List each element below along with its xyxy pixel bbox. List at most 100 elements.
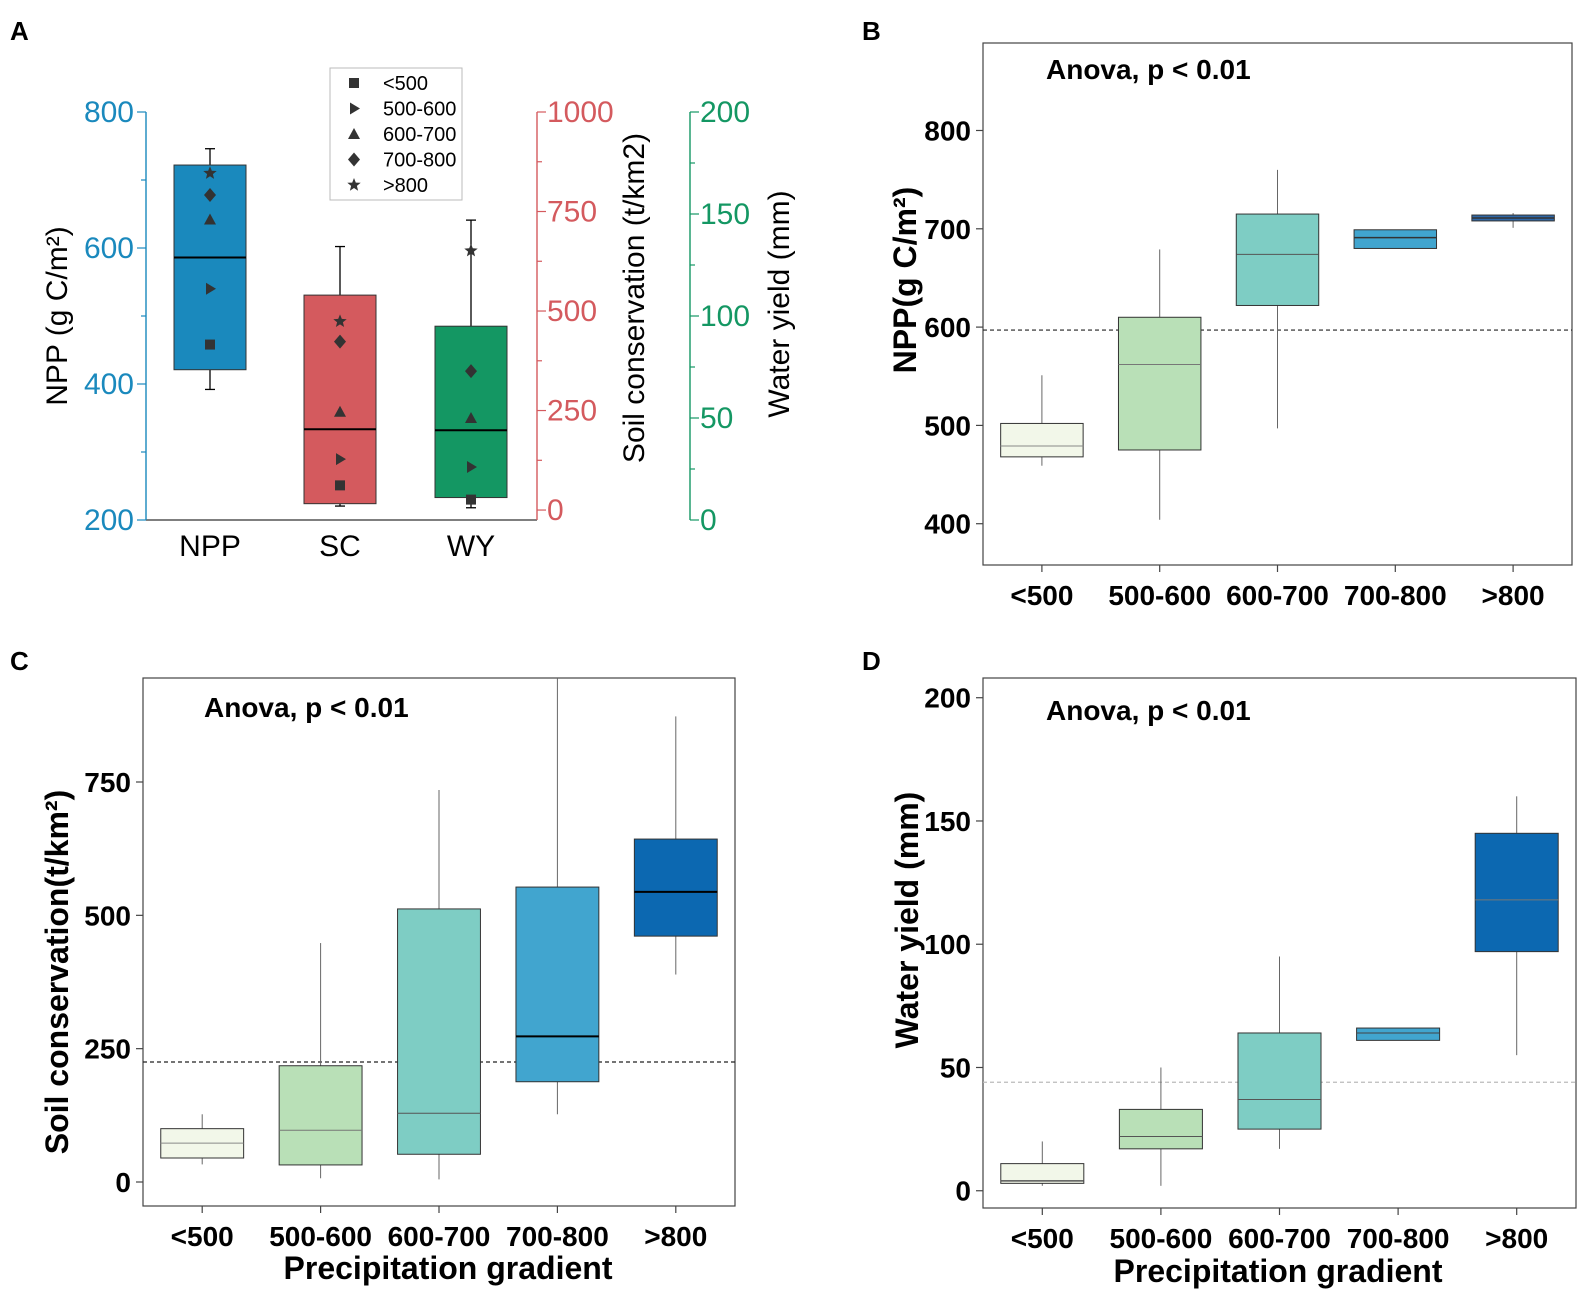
y-tick-label: 700 [924, 214, 971, 245]
box-1 [1118, 1108, 1203, 1150]
box-2 [1237, 1032, 1322, 1130]
data-point-wy [466, 494, 476, 505]
tick-label-a: 600 [84, 232, 134, 265]
data-point-sc [336, 453, 346, 466]
data-point-npp [203, 166, 217, 179]
legend-marker [348, 128, 360, 139]
tick-label-a: 0 [700, 504, 717, 537]
data-point-npp [204, 213, 216, 225]
data-point-wy [465, 364, 477, 379]
data-point-npp [205, 339, 215, 350]
x-tick-label: 500-600 [269, 1221, 372, 1252]
tick-label-a: 100 [700, 300, 750, 333]
box-0 [1000, 1163, 1085, 1184]
y-tick-label: 750 [84, 767, 131, 798]
y-tick-label: 800 [924, 115, 971, 146]
x-tick-label: 600-700 [1226, 580, 1329, 611]
x-tick-label: >800 [1482, 580, 1545, 611]
x-tick-label: 700-800 [506, 1221, 609, 1252]
y-axis-title-b: NPP(g C/m²) [887, 187, 923, 374]
x-axis-title-d: Precipitation gradient [1114, 1253, 1443, 1289]
sc-axis-title: Soil conservation (t/km2) [618, 133, 651, 463]
data-point-wy [465, 412, 477, 423]
panel-label-b: B [862, 16, 881, 46]
y-tick-label: 400 [924, 509, 971, 540]
legend-marker [349, 78, 359, 88]
x-tick-label: 600-700 [1228, 1223, 1331, 1254]
box-2 [1235, 213, 1320, 306]
data-point-wy [467, 460, 477, 473]
x-tick-label: <500 [1010, 580, 1073, 611]
legend-label: 700-800 [383, 150, 456, 172]
npp-axis-title: NPP (g C/m²) [41, 226, 74, 405]
tick-label-a: 0 [547, 494, 564, 527]
wy-axis-title: Water yield (mm) [763, 190, 796, 417]
legend-label: >800 [383, 175, 428, 197]
y-tick-label: 250 [84, 1034, 131, 1065]
panel-label-d: D [862, 646, 881, 676]
box-sc [303, 294, 377, 505]
y-axis-title-c: Soil conservation(t/km²) [39, 790, 75, 1155]
x-tick-label: 500-600 [1108, 580, 1211, 611]
y-tick-label: 0 [115, 1167, 131, 1198]
x-tick-label: <500 [171, 1221, 234, 1252]
box-3 [1356, 1027, 1441, 1041]
panel-label-a: A [10, 16, 29, 46]
tick-label-a: 1000 [547, 96, 614, 129]
box-1 [1117, 316, 1202, 451]
panel-a: A 200 400 600 800 0 250 500 750 1000 0 50 100 150 200… [10, 16, 796, 563]
tick-label-a: 250 [547, 395, 597, 428]
panel-label-c: C [10, 646, 29, 676]
x-tick-label: 600-700 [388, 1221, 491, 1252]
legend-marker [350, 102, 360, 115]
y-tick-label: 100 [924, 929, 971, 960]
y-tick-label: 500 [84, 900, 131, 931]
data-point-npp [204, 187, 216, 202]
box-wy [434, 325, 508, 499]
legend-label: 500-600 [383, 99, 456, 121]
x-axis-title-c: Precipitation gradient [284, 1250, 613, 1286]
tick-label-a: 800 [84, 96, 134, 129]
y-tick-label: 200 [924, 683, 971, 714]
x-tick-label: >800 [1485, 1223, 1548, 1254]
y-tick-label: 150 [924, 806, 971, 837]
legend-marker [347, 178, 361, 191]
anova-label-c: Anova, p < 0.01 [204, 692, 409, 723]
x-tick-label: 500-600 [1110, 1223, 1213, 1254]
box-2 [397, 908, 481, 1155]
anova-label-b: Anova, p < 0.01 [1046, 54, 1251, 85]
tick-label-a: 750 [547, 196, 597, 229]
tick-label-a: 500 [547, 295, 597, 328]
box-npp [173, 164, 247, 371]
tick-label-a: 200 [700, 96, 750, 129]
data-point-npp [206, 282, 216, 295]
tick-label-a: 200 [84, 504, 134, 537]
x-tick-label-a: WY [447, 530, 495, 563]
box-1 [278, 1065, 363, 1166]
x-tick-label: >800 [644, 1221, 707, 1252]
y-axis-title-d: Water yield (mm) [889, 792, 925, 1049]
y-tick-label: 50 [940, 1052, 971, 1083]
panel-b: B 400 500 600 700 800 <500 500-600 600-700 700-8… [862, 16, 1573, 611]
x-tick-label: 700-800 [1344, 580, 1447, 611]
box-4 [633, 838, 718, 937]
y-tick-label: 0 [955, 1176, 971, 1207]
panel-d: D 0 50 100 150 200 <500 500-600 600-700 700-800 >… [862, 646, 1577, 1289]
x-tick-label-a: NPP [179, 530, 241, 563]
legend-marker [348, 152, 360, 167]
tick-label-a: 400 [84, 368, 134, 401]
x-tick-label: <500 [1011, 1223, 1074, 1254]
x-tick-label: 700-800 [1347, 1223, 1450, 1254]
data-point-sc [334, 405, 346, 417]
legend-label: <500 [383, 73, 428, 95]
data-point-sc [334, 334, 346, 349]
legend: <500 500-600 600-700 700-800 >800 [329, 67, 463, 201]
box-3 [1353, 229, 1438, 249]
anova-label-d: Anova, p < 0.01 [1046, 695, 1251, 726]
tick-label-a: 150 [700, 198, 750, 231]
x-tick-label-a: SC [319, 530, 361, 563]
box-3 [515, 886, 600, 1083]
y-tick-label: 500 [924, 410, 971, 441]
panel-c: C 0 250 500 750 <500 500-600 600-700 700-800 >80… [10, 646, 736, 1286]
